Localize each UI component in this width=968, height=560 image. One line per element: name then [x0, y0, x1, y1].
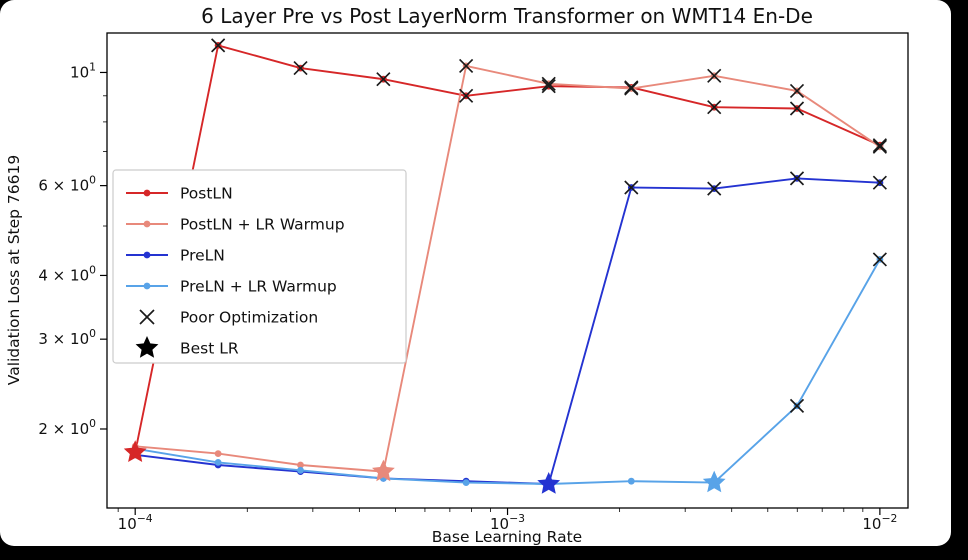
svg-text:3 × 100: 3 × 100 — [38, 327, 96, 348]
svg-text:2 × 100: 2 × 100 — [38, 417, 96, 438]
legend-item-best-lr: Best LR — [135, 336, 239, 358]
legend-label: Poor Optimization — [180, 309, 318, 327]
legend-label: PreLN + LR Warmup — [180, 278, 337, 296]
svg-text:4 × 100: 4 × 100 — [38, 263, 96, 284]
svg-text:101: 101 — [70, 60, 96, 81]
legend: PostLN PostLN + LR Warmup PreLN PreLN + LR … — [112, 169, 407, 364]
best-lr-star-preln — [537, 472, 561, 494]
best-lr-star-postln — [123, 440, 147, 462]
legend-item-preln: PreLN — [126, 247, 225, 265]
svg-text:10−3: 10−3 — [490, 512, 525, 533]
legend-label: PostLN + LR Warmup — [180, 216, 345, 234]
figure-window: 10−4 10−3 10−2 101 6 × 100 4 × 100 3 × 100 2 × … — [0, 0, 951, 546]
plot-area: 10−4 10−3 10−2 101 6 × 100 4 × 100 3 × 100 2 × … — [38, 32, 909, 533]
legend-item-postln-lr-warmup: PostLN + LR Warmup — [126, 216, 345, 234]
svg-text:10−4: 10−4 — [118, 512, 153, 533]
legend-item-poor-optimization: Poor Optimization — [139, 309, 318, 327]
legend-item-preln-lr-warmup: PreLN + LR Warmup — [126, 278, 337, 296]
svg-text:10−2: 10−2 — [862, 512, 897, 533]
chart-title: 6 Layer Pre vs Post LayerNorm Transforme… — [201, 4, 813, 28]
legend-label: PostLN — [180, 185, 233, 203]
best-lr-star-preln-lr-warmup — [702, 470, 726, 493]
svg-text:6 × 100: 6 × 100 — [38, 174, 96, 195]
best-lr-star-postln-lr-warmup — [372, 459, 395, 482]
legend-label: PreLN — [180, 247, 225, 265]
best-lr-markers — [123, 440, 726, 494]
line-chart: 10−4 10−3 10−2 101 6 × 100 4 × 100 3 × 100 2 × … — [5, 4, 909, 546]
y-axis-label: Validation Loss at Step 76619 — [5, 155, 23, 385]
legend-label: Best LR — [180, 340, 239, 358]
axes: 10−4 10−3 10−2 101 6 × 100 4 × 100 3 × 100 2 × … — [38, 32, 909, 533]
poor-optimization-markers — [211, 38, 887, 413]
x-axis-label: Base Learning Rate — [432, 528, 582, 546]
legend-item-postln: PostLN — [126, 185, 233, 203]
